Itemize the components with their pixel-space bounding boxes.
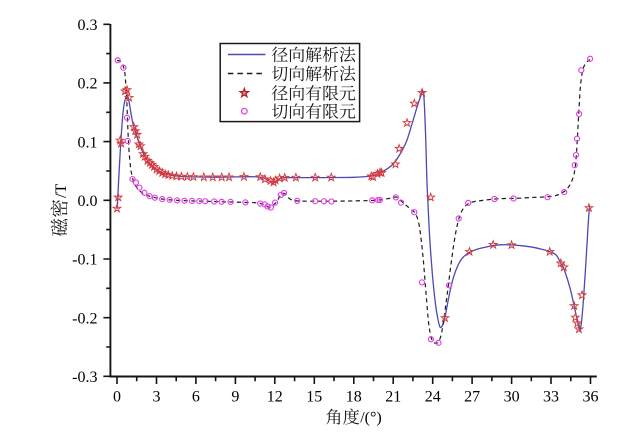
svg-text:0.0: 0.0	[78, 193, 98, 210]
svg-text:3: 3	[153, 389, 161, 406]
svg-text:-0.2: -0.2	[72, 310, 97, 327]
svg-text:-0.1: -0.1	[72, 252, 97, 269]
svg-text:-0.3: -0.3	[72, 369, 97, 386]
svg-text:0.3: 0.3	[78, 17, 98, 34]
svg-text:0.2: 0.2	[78, 76, 98, 93]
svg-text:18: 18	[346, 389, 362, 406]
svg-text:/T: /T	[53, 184, 70, 198]
svg-text:9: 9	[231, 389, 239, 406]
svg-text:33: 33	[543, 389, 559, 406]
svg-text:15: 15	[306, 389, 322, 406]
svg-text:0: 0	[113, 389, 121, 406]
svg-text:/(°): /(°)	[360, 410, 382, 427]
svg-text:6: 6	[192, 389, 200, 406]
svg-text:30: 30	[504, 389, 520, 406]
svg-text:12: 12	[267, 389, 283, 406]
svg-text:36: 36	[583, 389, 599, 406]
svg-text:27: 27	[464, 389, 480, 406]
svg-text:24: 24	[425, 389, 441, 406]
svg-text:21: 21	[385, 389, 401, 406]
svg-text:0.1: 0.1	[78, 134, 98, 151]
